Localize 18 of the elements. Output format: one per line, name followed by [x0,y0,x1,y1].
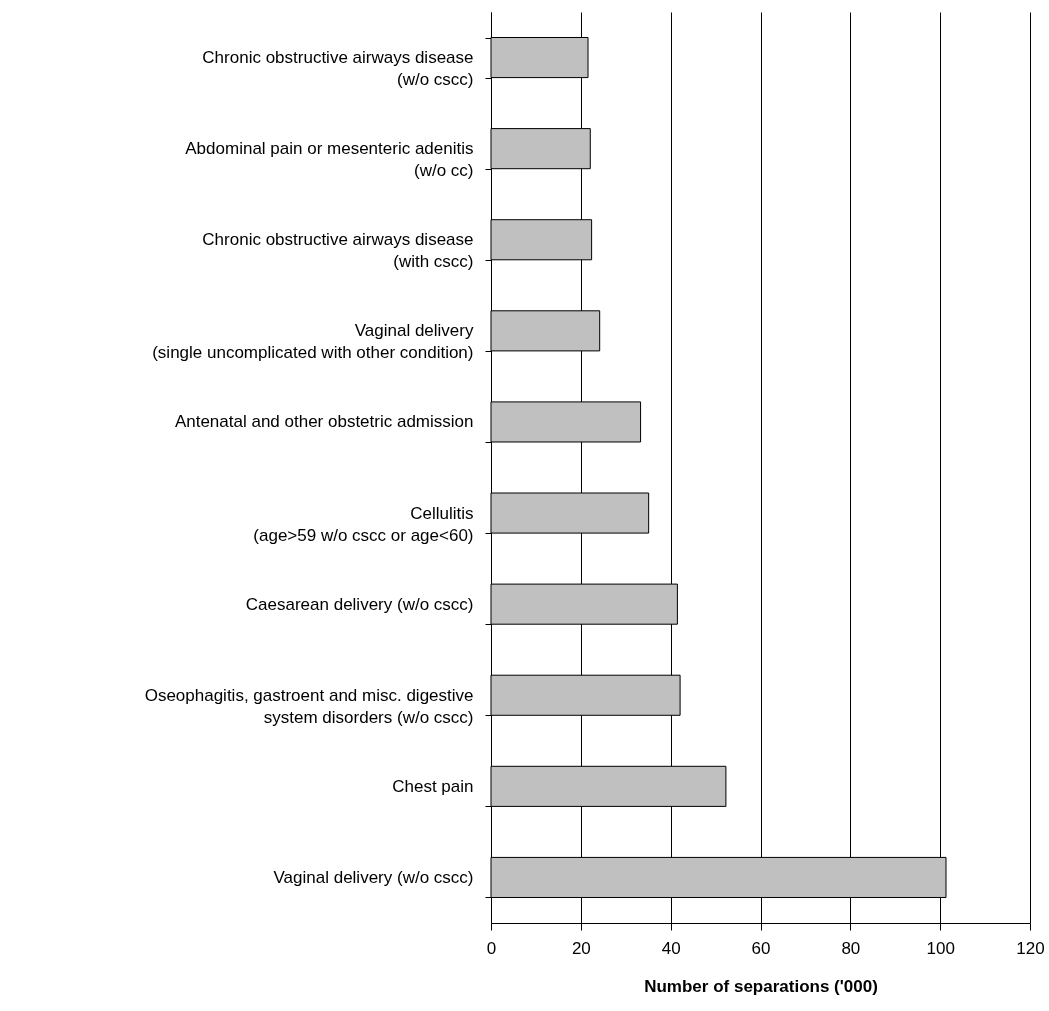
x-axis-title: Number of separations ('000) [644,976,878,996]
y-tick-label: Abdominal pain or mesenteric adenitis (w/o cc) [185,139,474,181]
y-tick-label: Cellulitis (age>59 w/o cscc or age<60) [253,503,474,545]
x-tick-label: 60 [751,938,771,958]
x-tick-label: 20 [571,938,591,958]
y-tick-label: Chronic obstructive airways disease (with cscc) [202,230,474,272]
y-tick-label: Vaginal delivery (single uncomplicated with other condition) [152,321,474,363]
x-tick-label: 100 [926,938,955,958]
x-tick-label: 40 [661,938,681,958]
y-tick-label: Caesarean delivery (w/o cscc) [245,594,474,614]
y-tick-label: Antenatal and other obstetric admission [174,412,474,432]
y-tick-label: Oseophagitis, gastroent and misc. digestive system disorders (w/o cscc) [144,685,474,727]
y-tick-label: Vaginal delivery (w/o cscc) [273,867,474,887]
x-tick-label: 80 [841,938,861,958]
x-tick-label: 0 [486,938,497,958]
y-tick-label: Chronic obstructive airways disease (w/o cscc) [202,48,474,90]
y-tick-label: Chest pain [392,776,474,796]
x-tick-label: 120 [1016,938,1045,958]
